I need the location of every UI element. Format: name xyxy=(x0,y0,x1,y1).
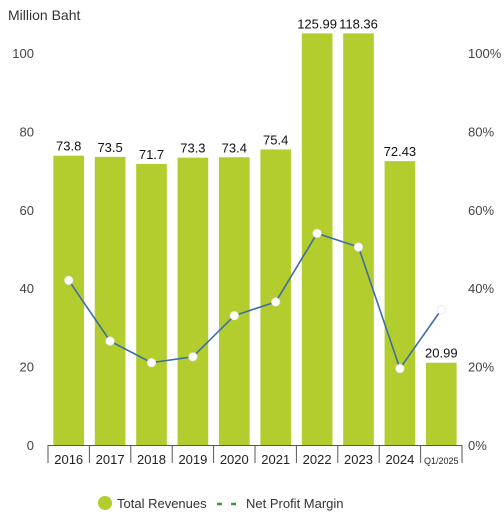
right-tick-label: 40% xyxy=(468,281,494,296)
category-label: 2018 xyxy=(137,452,166,467)
bar-2024 xyxy=(384,161,416,445)
legend-label: Total Revenues xyxy=(117,496,207,511)
right-tick-label: 60% xyxy=(468,203,494,218)
bar-2019 xyxy=(177,157,209,445)
margin-point xyxy=(188,352,198,362)
margin-point xyxy=(146,358,157,368)
left-tick-label: 60 xyxy=(20,203,34,218)
right-axis-ticks: 0% 20% 40% 60% 80% 100% xyxy=(468,46,502,453)
category-label: 2021 xyxy=(261,452,290,467)
category-label: 2024 xyxy=(385,452,414,467)
value-label: 118.36 xyxy=(339,16,378,31)
bar-value-labels: 73.8 73.5 71.7 73.3 73.4 75.4 125.99 118.36 72.4… xyxy=(56,16,458,360)
value-label: 73.4 xyxy=(222,140,247,155)
value-label: 71.7 xyxy=(139,147,164,162)
value-label: 20.99 xyxy=(425,346,458,361)
category-label: 2017 xyxy=(96,452,125,467)
margin-point xyxy=(64,275,74,285)
value-label: 73.5 xyxy=(97,140,122,155)
margin-point xyxy=(271,297,281,307)
x-axis: 2016 2017 2018 2019 2020 2021 2022 2023 2024 Q1/2… xyxy=(47,445,463,467)
margin-point xyxy=(353,242,364,252)
margin-point xyxy=(436,305,446,315)
bar-2021 xyxy=(260,149,292,445)
bar-2017 xyxy=(94,156,126,445)
left-tick-label: 80 xyxy=(20,124,34,139)
margin-point xyxy=(229,311,239,321)
legend-circle-marker xyxy=(98,496,112,510)
value-label: 125.99 xyxy=(297,16,337,31)
left-axis-ticks: 0 20 40 60 80 100 xyxy=(12,46,34,453)
bar-2018 xyxy=(136,163,167,445)
right-tick-label: 20% xyxy=(468,360,494,375)
category-label: 2020 xyxy=(220,452,249,467)
bar-2022 xyxy=(301,33,333,446)
margin-point xyxy=(105,336,115,346)
left-tick-label: 0 xyxy=(27,438,34,453)
margin-point xyxy=(312,228,322,238)
margin-point xyxy=(395,363,405,374)
value-label: 73.8 xyxy=(56,139,81,154)
value-label: 75.4 xyxy=(263,132,288,147)
bar-series xyxy=(53,33,457,446)
right-tick-label: 0% xyxy=(468,438,487,453)
category-label: 2019 xyxy=(178,452,207,467)
bar-2016 xyxy=(53,155,85,446)
legend-label: Net Profit Margin xyxy=(246,496,344,511)
left-tick-label: 100 xyxy=(12,46,34,61)
line-series xyxy=(64,228,446,374)
value-label: 73.3 xyxy=(180,141,205,156)
bar-2020 xyxy=(218,157,250,445)
category-label: 2016 xyxy=(54,452,83,467)
category-label: 2023 xyxy=(344,452,373,467)
bar-2023 xyxy=(343,33,374,446)
category-label: Q1/2025 xyxy=(424,456,459,466)
net-profit-margin-line xyxy=(68,232,442,371)
value-label: 72.43 xyxy=(384,144,417,159)
legend: Total Revenues Net Profit Margin xyxy=(98,496,344,511)
right-tick-label: 100% xyxy=(468,46,502,61)
category-label: 2022 xyxy=(303,452,332,467)
y-axis-unit-label: Million Baht xyxy=(8,7,80,23)
bar-q1-2025 xyxy=(425,362,457,445)
left-tick-label: 20 xyxy=(20,360,34,375)
left-tick-label: 40 xyxy=(20,281,34,296)
right-tick-label: 80% xyxy=(468,124,494,139)
